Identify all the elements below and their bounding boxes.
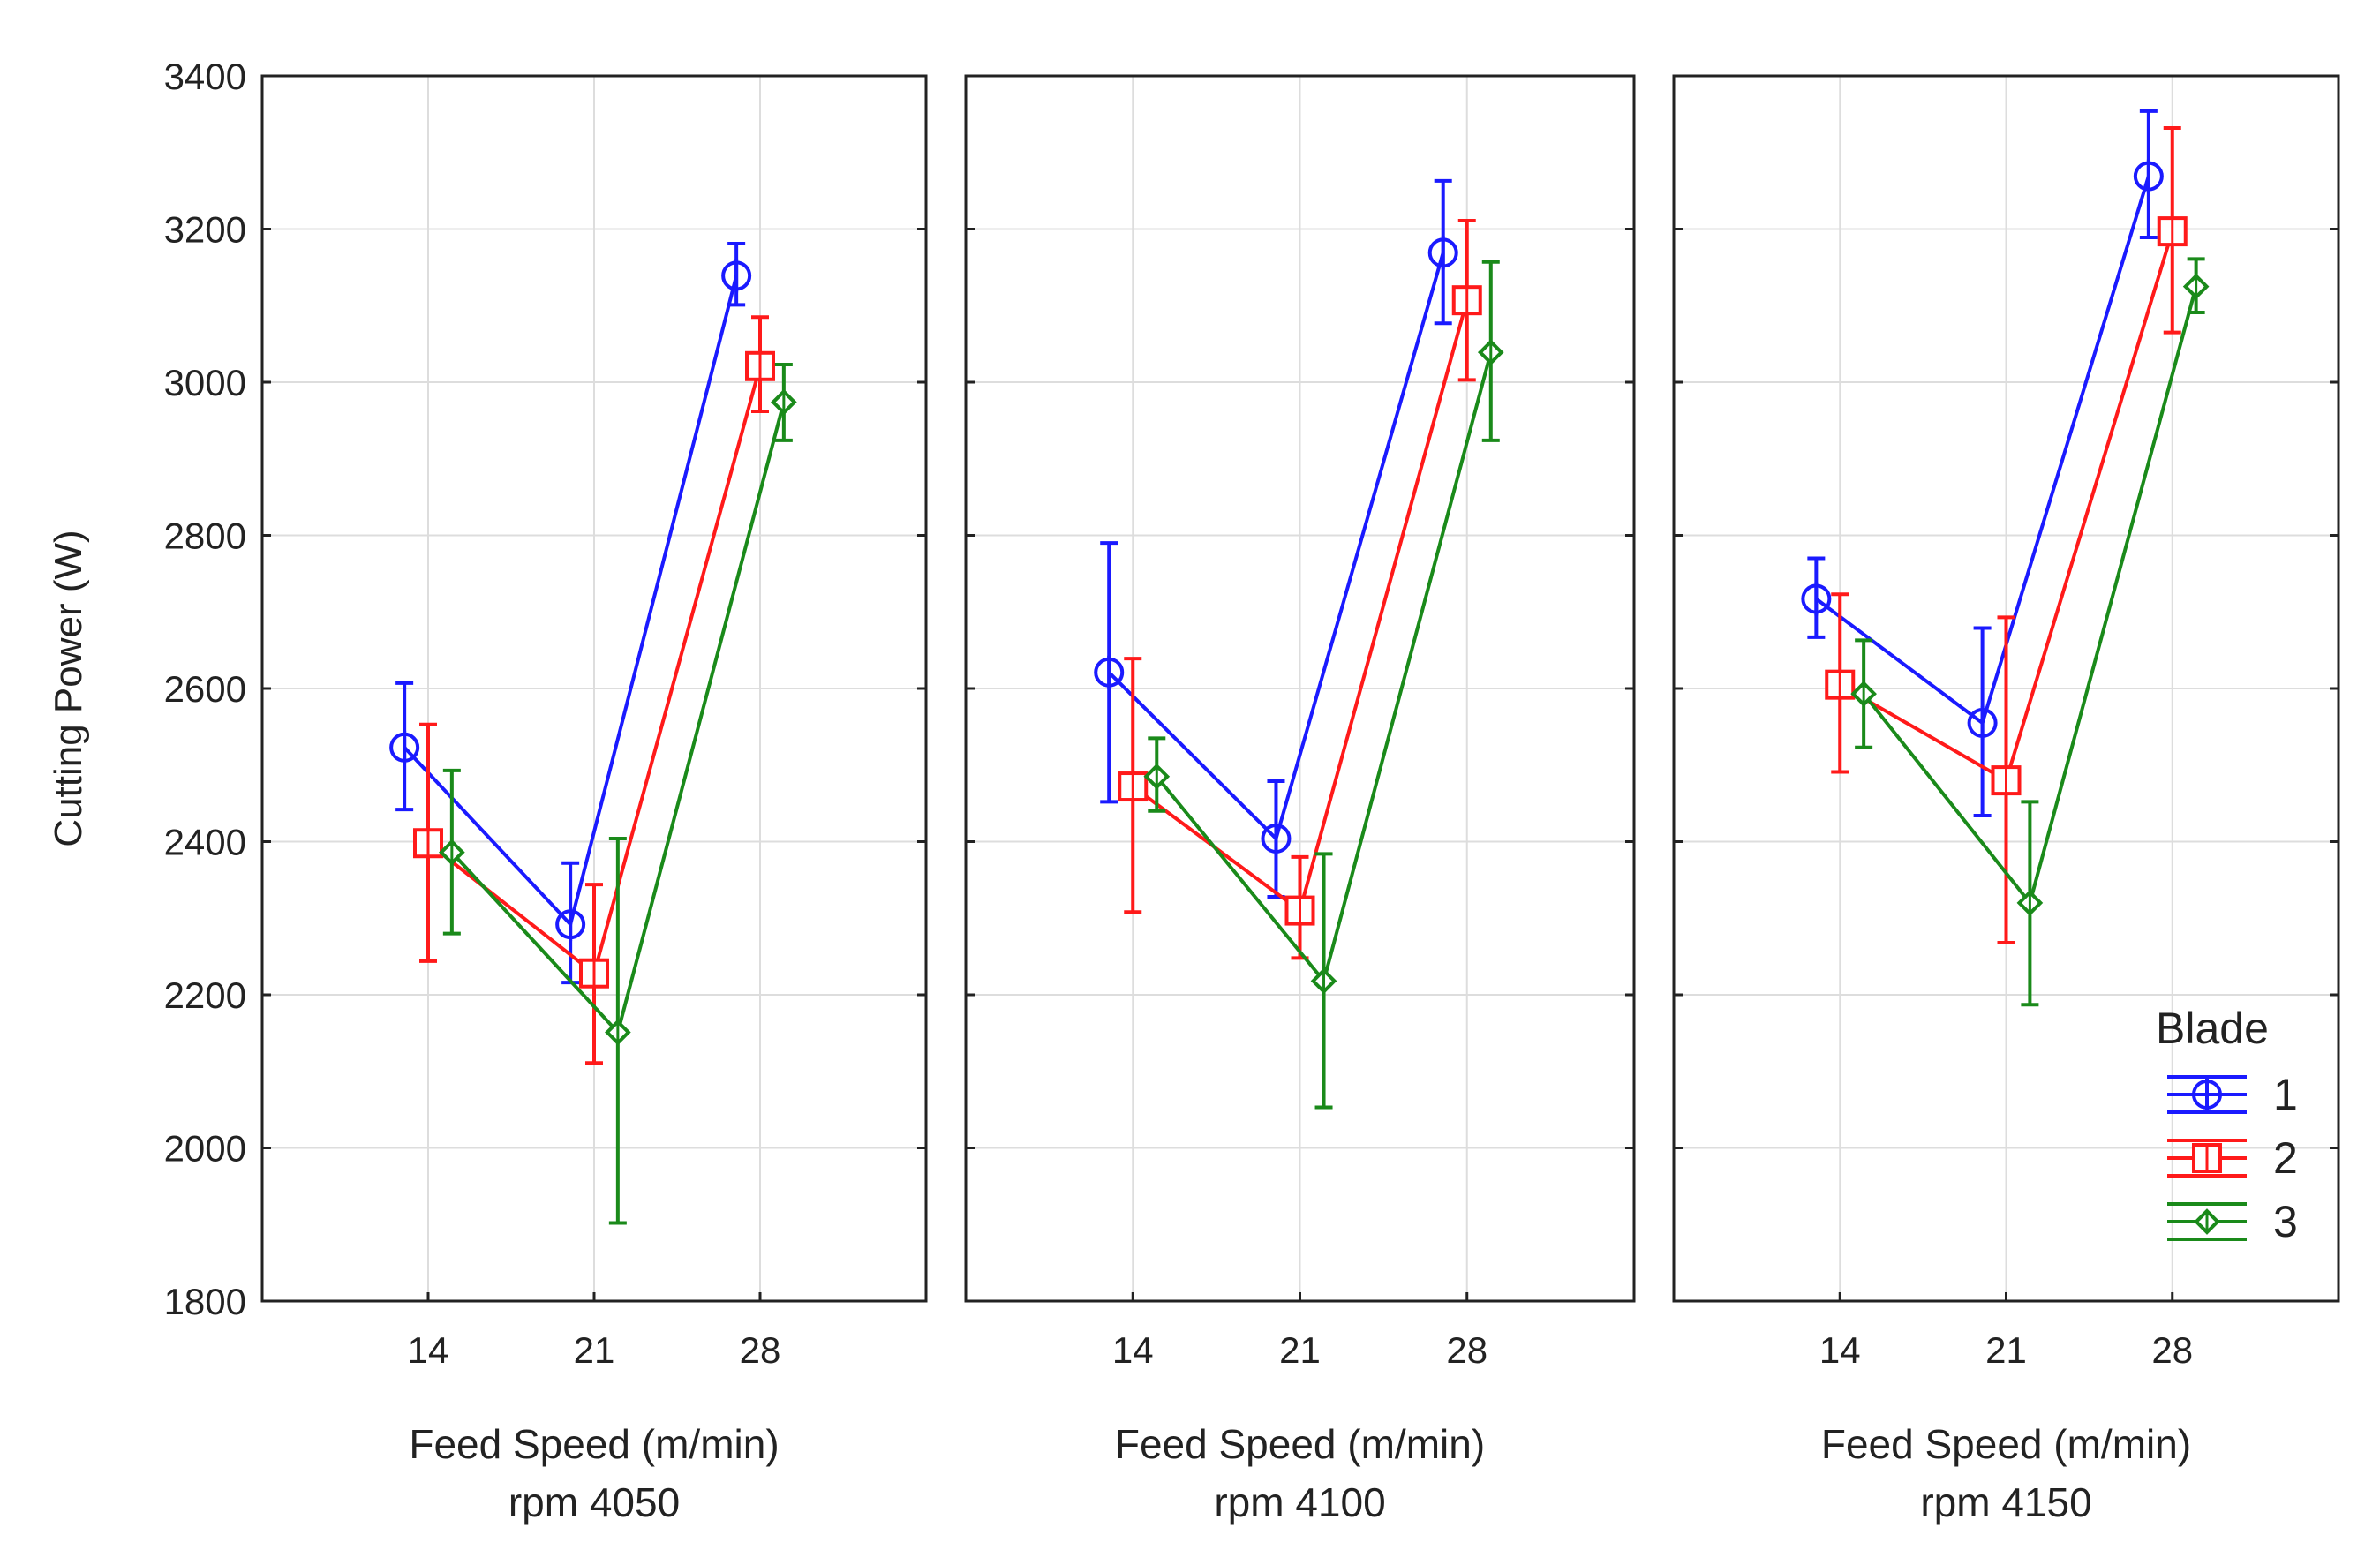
- y-tick-label: 2600: [164, 668, 246, 710]
- panel-frame: [260, 74, 928, 1303]
- panel-2: 14 21 28 Feed Speed (m/min) rpm 4100: [964, 74, 1636, 1525]
- x-tick-label: 21: [574, 1329, 615, 1371]
- y-tick-label: 3200: [164, 209, 246, 251]
- panel-1: 1800 2000 2200 2400 2600 2800 3000 3200 3400 14 21…: [164, 56, 928, 1525]
- legend-label: 1: [2273, 1070, 2298, 1119]
- y-tick-label: 3000: [164, 362, 246, 403]
- x-tick-label: 21: [1985, 1329, 2027, 1371]
- x-axis-label: Feed Speed (m/min): [1115, 1421, 1485, 1467]
- y-tick-label: 3400: [164, 56, 246, 97]
- x-axis-label: Feed Speed (m/min): [1821, 1421, 2191, 1467]
- legend-label: 2: [2273, 1133, 2298, 1183]
- series-line-blade-1: [403, 275, 739, 929]
- x-tick-label: 14: [408, 1329, 449, 1371]
- panel-subtitle: rpm 4050: [508, 1479, 680, 1525]
- x-tick-label: 21: [1279, 1329, 1321, 1371]
- y-tick-label: 2200: [164, 974, 246, 1016]
- x-tick-label: 28: [2151, 1329, 2193, 1371]
- y-tick-label: 2400: [164, 822, 246, 863]
- y-tick-label: 2800: [164, 515, 246, 557]
- legend-label: 3: [2273, 1197, 2298, 1246]
- y-tick-label: 1800: [164, 1281, 246, 1322]
- series-line-blade-1: [1107, 252, 1445, 842]
- panel-subtitle: rpm 4150: [1920, 1479, 2091, 1525]
- x-tick-label: 28: [1446, 1329, 1488, 1371]
- legend-title: Blade: [2156, 1004, 2269, 1053]
- panel-frame: [1672, 74, 2340, 1303]
- x-tick-label: 14: [1112, 1329, 1154, 1371]
- x-tick-label: 14: [1819, 1329, 1861, 1371]
- panel-subtitle: rpm 4100: [1214, 1479, 1385, 1525]
- y-axis-label: Cutting Power (W): [47, 530, 90, 846]
- x-axis-label: Feed Speed (m/min): [409, 1421, 779, 1467]
- y-tick-label: 2000: [164, 1128, 246, 1170]
- panel-frame: [964, 74, 1636, 1303]
- x-tick-label: 28: [740, 1329, 781, 1371]
